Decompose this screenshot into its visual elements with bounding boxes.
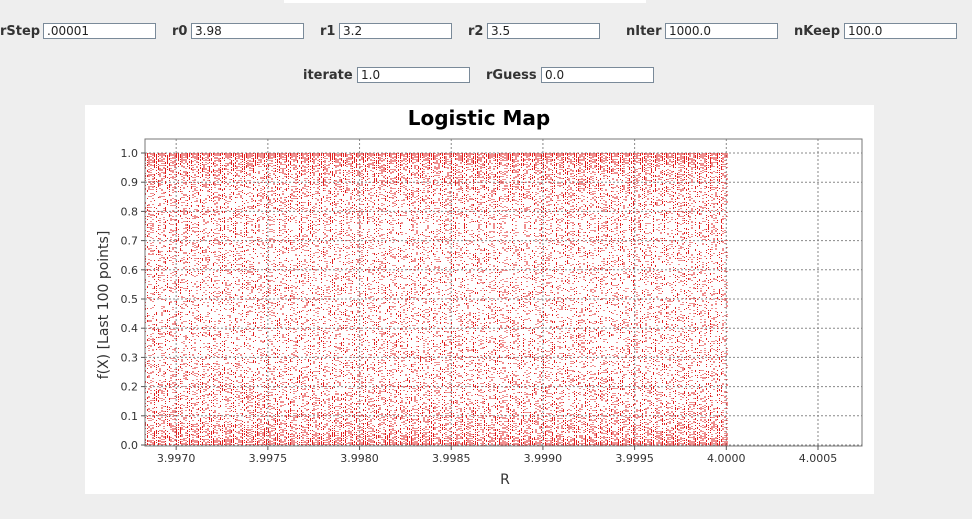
y-tick-label: 0.1 [121,410,139,423]
scatter-point-cloud [145,153,728,446]
r0-label: r0 [172,24,188,39]
x-tick-label: 3.9975 [249,452,287,465]
y-tick-label: 0.9 [121,176,139,189]
plot-frame [144,138,863,447]
x-tick-label: 4.0005 [799,452,838,465]
x-tick-label: 3.9970 [157,452,196,465]
x-tick-label: 4.0000 [707,452,746,465]
logistic-map-chart: Logistic Map 0.0 0.1 0.2 0.3 0.4 0.5 0.6 0.7 0.8… [96,106,863,488]
top-edge-strip [284,0,646,3]
rguess-label: rGuess [486,68,537,83]
r0-field[interactable]: 3.98 [191,23,304,39]
r2-label: r2 [468,24,484,39]
y-tick-label: 1.0 [121,147,139,160]
r2-field[interactable]: 3.5 [487,23,600,39]
y-tick-label: 0.7 [121,235,139,248]
y-tick-label: 0.5 [121,293,139,306]
scatter-points [145,153,728,446]
y-tick-label: 0.3 [121,351,139,364]
r1-label: r1 [320,24,336,39]
r1-field[interactable]: 3.2 [339,23,452,39]
rstep-field[interactable]: .00001 [43,23,156,39]
x-tick-label: 3.9990 [524,452,563,465]
x-axis-label: R [500,472,510,488]
x-tick-label: 3.9980 [340,452,379,465]
y-tick-label: 0.4 [121,322,139,335]
axes: 0.0 0.1 0.2 0.3 0.4 0.5 0.6 0.7 0.8 0.9 1.0 3.9970 3… [121,138,863,465]
nkeep-field[interactable]: 100.0 [844,23,957,39]
niter-label: nIter [626,24,662,39]
iterate-label: iterate [303,68,353,83]
x-tick-label: 3.9995 [615,452,654,465]
y-axis-label: f(X) [Last 100 points] [96,231,112,380]
nkeep-label: nKeep [794,24,841,39]
y-tick-label: 0.6 [121,264,139,277]
iterate-field[interactable]: 1.0 [357,67,470,83]
y-tick-label: 0.2 [121,381,139,394]
niter-field[interactable]: 1000.0 [665,23,778,39]
y-tick-label: 0.8 [121,205,139,218]
rstep-label: rStep [0,24,41,39]
chart-panel: Logistic Map 0.0 0.1 0.2 0.3 0.4 0.5 0.6 0.7 0.8… [85,105,874,494]
x-tick-label: 3.9985 [432,452,471,465]
y-tick-label: 0.0 [121,439,139,452]
rguess-field[interactable]: 0.0 [541,67,654,83]
chart-title: Logistic Map [408,106,551,130]
